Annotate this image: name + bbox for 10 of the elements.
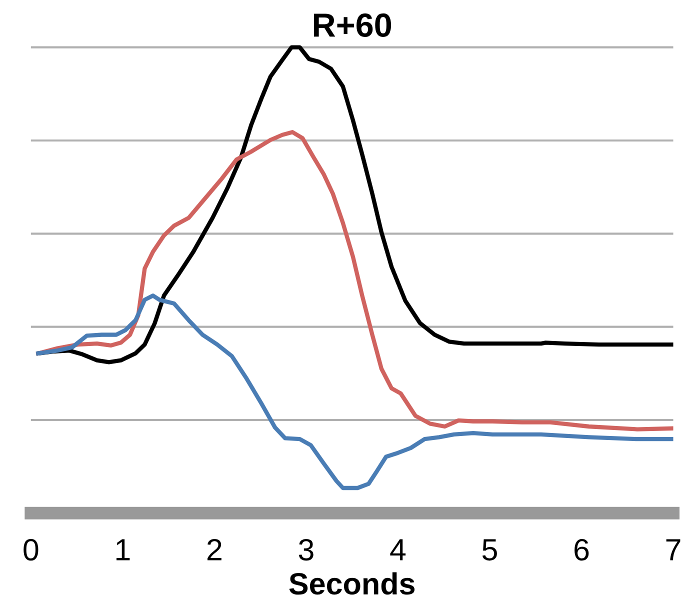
x-tick-label: 0 bbox=[24, 538, 38, 561]
x-tick-label: 2 bbox=[207, 538, 222, 560]
x-tick-label: 6 bbox=[574, 538, 589, 561]
x-tick-label: 1 bbox=[116, 539, 130, 560]
x-tick-label: 4 bbox=[390, 539, 406, 560]
chart-title: R+60 bbox=[314, 13, 392, 37]
x-axis-title: Seconds bbox=[289, 572, 415, 595]
x-tick-label: 5 bbox=[482, 539, 497, 561]
x-tick-label: 7 bbox=[666, 539, 680, 560]
x-tick-label: 3 bbox=[298, 538, 314, 561]
